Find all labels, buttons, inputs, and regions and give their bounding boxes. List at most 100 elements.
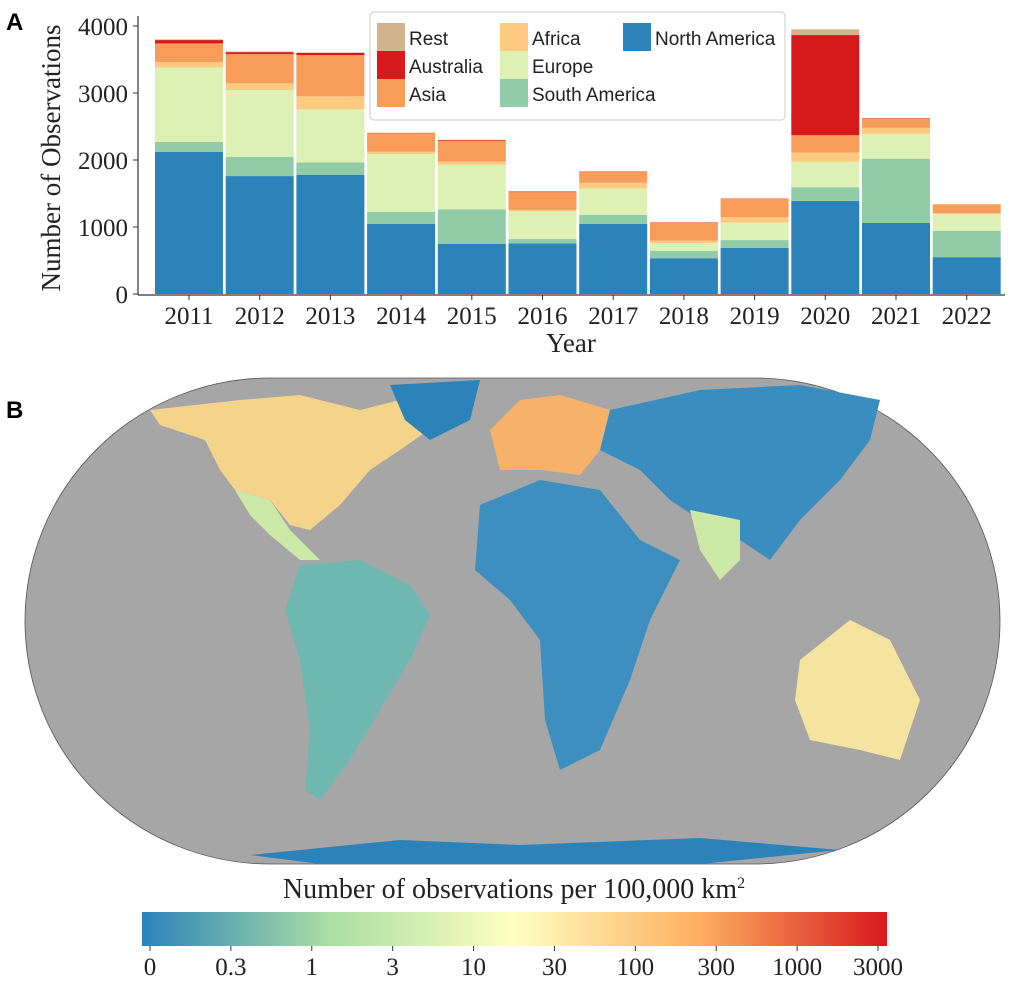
south-asia [690,510,740,580]
bar-rest-2012 [225,51,294,53]
bar-south-america-2016 [508,239,577,244]
legend-swatch [500,23,528,51]
bar-north-america-2016 [508,243,577,294]
colorbar-tick-label: 3 [386,954,399,981]
y-tick-label: 4000 [78,14,128,41]
central-america [235,490,320,560]
bar-north-america-2020 [791,200,860,294]
bar-south-america-2011 [155,141,223,152]
bar-north-america-2012 [225,176,294,294]
bar-africa-2021 [862,127,930,134]
bar-asia-2011 [155,43,223,63]
x-tick-label: 2016 [518,303,568,330]
bar-australia-2015 [437,139,506,141]
bar-europe-2013 [296,109,365,163]
bar-africa-2019 [720,217,789,223]
legend-swatch [500,79,528,107]
europe [490,395,610,475]
colorbar-tick-label: 100 [617,954,655,981]
bar-north-america-2017 [579,223,648,294]
bar-europe-2012 [225,89,294,157]
bar-europe-2015 [437,164,506,210]
bar-south-america-2022 [932,230,1001,258]
bar-europe-2022 [932,214,1001,231]
bar-north-america-2014 [367,223,436,294]
legend-swatch [377,79,405,107]
bar-europe-2014 [367,153,436,212]
x-tick-label: 2012 [235,303,285,330]
bar-africa-2018 [649,240,718,244]
bar-rest-2020 [791,29,860,36]
bar-africa-2020 [791,152,860,162]
bar-north-america-2018 [649,258,718,294]
antarctica [250,838,840,864]
x-tick-label: 2018 [659,303,709,330]
bar-australia-2020 [791,35,860,136]
y-tick-label: 1000 [78,215,128,242]
legend-label: Africa [532,29,581,50]
bar-north-america-2022 [932,257,1001,294]
x-tick-label: 2013 [305,303,355,330]
colorbar: Number of observations per 100,000 km2 0… [142,874,903,981]
bar-north-america-2019 [720,247,789,294]
bar-europe-2017 [579,188,648,215]
x-tick-label: 2019 [730,303,780,330]
legend-box [369,11,786,121]
bar-australia-2013 [296,52,365,56]
colorbar-tick-label: 0 [144,954,157,981]
bar-north-america-2011 [155,151,223,294]
bar-south-america-2013 [296,162,365,175]
bar-asia-2021 [862,118,930,128]
panel-label-b: B [6,397,23,424]
x-tick-label: 2021 [871,303,921,330]
colorbar-title: Number of observations per 100,000 km2 [283,874,745,905]
colorbar-gradient [142,912,887,946]
bar-north-america-2013 [296,174,365,294]
x-tick-label: 2015 [447,303,497,330]
bar-africa-2013 [296,96,365,110]
x-tick-label: 2014 [376,303,427,330]
bar-south-america-2014 [367,211,436,224]
y-tick-label: 3000 [78,81,128,108]
bar-south-america-2018 [649,250,718,259]
legend-label: Rest [409,29,449,50]
bar-south-america-2020 [791,187,860,201]
greenland [390,380,480,440]
legend-swatch [500,51,528,79]
colorbar-tick-label: 1000 [772,954,822,981]
bar-europe-2011 [155,67,223,142]
asia [600,385,880,560]
y-axis-title: Number of Observations [36,25,66,292]
legend-label: Europe [532,57,593,78]
bar-asia-2015 [437,140,506,162]
colorbar-tick-label: 10 [461,954,486,981]
bar-chart: 0 1000 2000 3000 4000 2011 2012 2013 2014 2015 20… [36,11,1005,358]
bar-africa-2012 [225,83,294,90]
bar-australia-2016 [508,191,577,193]
x-axis-title: Year [546,328,596,358]
bar-south-america-2017 [579,214,648,224]
bar-africa-2017 [579,182,648,189]
south-america [285,560,430,800]
bar-europe-2021 [862,133,930,159]
bar-europe-2018 [649,243,718,251]
bar-australia-2012 [225,52,294,55]
north-america [150,395,450,530]
bar-south-america-2021 [862,158,930,223]
y-tick-label: 0 [116,282,129,309]
bar-africa-2014 [367,151,436,154]
world-map [24,377,1001,865]
bar-asia-2019 [720,198,789,218]
colorbar-tick-label: 1 [306,954,319,981]
colorbar-tick-label: 30 [542,954,567,981]
y-tick-label: 2000 [78,148,128,175]
bar-asia-2022 [932,204,1001,214]
bar-asia-2020 [791,135,860,153]
bar-europe-2019 [720,222,789,241]
panel-label-a: A [6,9,23,36]
x-tick-label: 2022 [942,303,992,330]
bar-north-america-2021 [862,222,930,294]
bar-europe-2020 [791,161,860,188]
bar-south-america-2012 [225,156,294,177]
bar-africa-2015 [437,161,506,165]
